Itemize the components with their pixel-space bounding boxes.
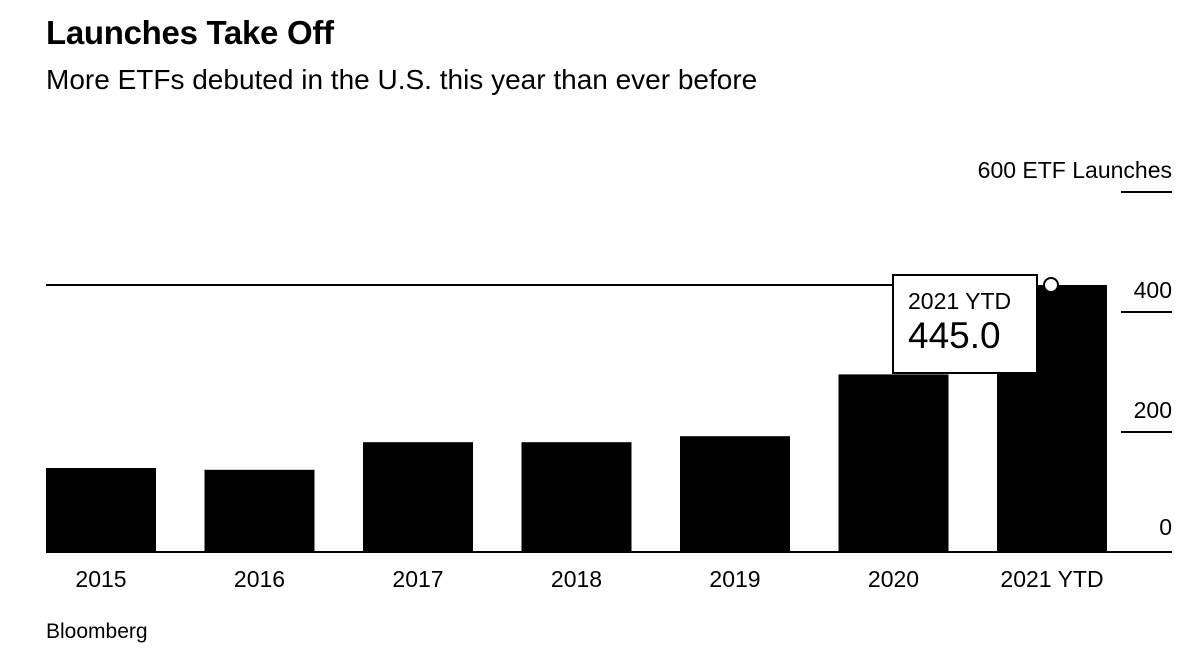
x-tick-label: 2020 xyxy=(868,566,919,592)
source-label: Bloomberg xyxy=(46,620,148,643)
x-tick-label: 2019 xyxy=(709,566,760,592)
bar xyxy=(521,442,632,552)
bar xyxy=(363,442,473,552)
x-tick-label: 2015 xyxy=(75,566,126,592)
highlight-point-marker xyxy=(1043,277,1059,293)
y-tick-label: 200 xyxy=(1134,397,1172,423)
x-tick-label: 2016 xyxy=(234,566,285,592)
bar xyxy=(680,436,790,552)
chart-subtitle: More ETFs debuted in the U.S. this year … xyxy=(46,64,758,95)
bar xyxy=(838,374,949,552)
y-tick-label: 400 xyxy=(1134,277,1172,303)
x-tick-label: 2021 YTD xyxy=(1000,566,1103,592)
x-tick-label: 2017 xyxy=(392,566,443,592)
y-tick-label: 0 xyxy=(1159,514,1172,540)
chart-title: Launches Take Off xyxy=(46,14,334,51)
x-tick-label: 2018 xyxy=(551,566,602,592)
y-tick-label: 600 ETF Launches xyxy=(978,157,1172,183)
tooltip-category: 2021 YTD xyxy=(908,288,1012,314)
tooltip-value: 445.0 xyxy=(908,315,1001,356)
value-tooltip: 2021 YTD 445.0 xyxy=(892,274,1038,374)
bar xyxy=(204,469,315,552)
bar xyxy=(46,468,156,552)
